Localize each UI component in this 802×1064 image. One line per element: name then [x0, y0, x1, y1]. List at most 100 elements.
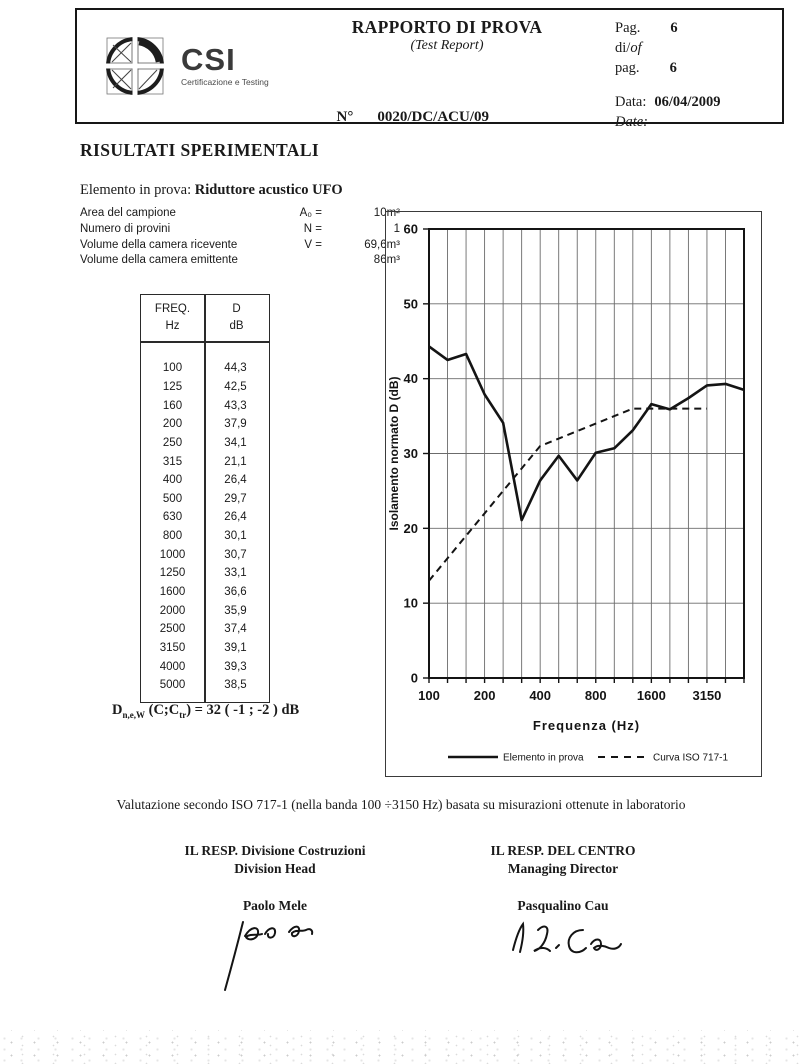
d-cell: 35,9: [224, 604, 247, 617]
freq-cell: 1000: [159, 548, 186, 561]
freq-cell: 5000: [159, 679, 186, 692]
freq-cell: 160: [162, 399, 183, 412]
table-row: 3150 39,1: [141, 639, 269, 658]
date-value: 06/04/2009: [654, 94, 721, 110]
freq-cell: 400: [162, 474, 183, 487]
x-tick-label: 100: [418, 688, 440, 703]
logo-wordmark: CSI: [181, 42, 236, 77]
d-cell: 42,5: [224, 380, 247, 393]
of-label-prefix: di/: [615, 40, 631, 56]
y-axis-title: Isolamento normato D (dB): [387, 376, 401, 530]
series-solid: [428, 345, 745, 522]
x-tick-label: 1600: [637, 688, 666, 703]
signature-role-it: IL RESP. DEL CENTRO: [490, 843, 636, 858]
freq-cell: 630: [162, 511, 183, 524]
d-cell: 44,3: [224, 362, 247, 375]
frequency-table: FREQ. Hz D dB 100 44,3 125 42,5 160 43,3 200 37…: [140, 294, 270, 703]
formula-mid: (C;C: [144, 702, 180, 718]
d-cell: 37,9: [224, 418, 247, 431]
d-cell: 37,4: [224, 623, 247, 636]
parameter-value: 69,6m³: [364, 238, 400, 251]
d-cell: 39,3: [224, 660, 247, 673]
y-tick-label: 60: [404, 222, 418, 237]
parameter-symbol: N =: [303, 222, 322, 235]
specimen-line: Elemento in prova: Riduttore acustico UF…: [80, 182, 343, 199]
csi-logo-icon: [103, 34, 167, 98]
section-title: RISULTATI SPERIMENTALI: [80, 140, 320, 160]
rating-formula: Dn,e,W (C;Ctr) = 32 ( -1 ; -2 ) dB: [112, 702, 299, 720]
parameter-value: 1: [393, 222, 400, 235]
page-info: Pag. 6 di/of pag. 6 Data: 06/04/2009 Date:: [615, 18, 720, 132]
d-cell: 33,1: [224, 567, 247, 580]
date-label-en: Date:: [615, 114, 649, 130]
table-row: 400 26,4: [141, 471, 269, 490]
table-column-divider: [204, 295, 206, 702]
d-cell: 26,4: [224, 474, 247, 487]
d-cell: 39,1: [224, 641, 247, 654]
table-header-d: D: [232, 303, 241, 315]
table-row: 100 44,3: [141, 359, 269, 378]
legend-label-solid: Elemento in prova: [503, 753, 584, 764]
formula-base-sub: n,e,W: [122, 709, 145, 720]
table-row: 1250 33,1: [141, 564, 269, 583]
parameter-label: Volume della camera ricevente: [80, 238, 238, 251]
freq-cell: 200: [162, 418, 183, 431]
table-row: 160 43,3: [141, 396, 269, 415]
table-row: 2500 37,4: [141, 620, 269, 639]
d-cell: 26,4: [224, 511, 247, 524]
date-label: Data:: [615, 94, 647, 110]
freq-cell: 2000: [159, 604, 186, 617]
report-subtitle: (Test Report): [410, 38, 484, 53]
isolation-chart-svg: 0 10 20 30 40 50 60 100 200 400 800 1600 3150 Frequen…: [387, 222, 745, 764]
freq-cell: 1250: [159, 567, 186, 580]
report-title: RAPPORTO DI PROVA: [351, 17, 543, 37]
total-pages: 6: [669, 60, 677, 76]
of-page-label: pag.: [615, 60, 640, 76]
parameter-row: Volume della camera emittente 86m³: [80, 253, 400, 269]
parameter-row: Volume della camera ricevente V = 69,6m³: [80, 238, 400, 254]
y-tick-label: 20: [404, 521, 418, 536]
parameter-label: Volume della camera emittente: [80, 254, 238, 267]
report-header: CSI Certificazione e Testing RAPPORTO DI…: [75, 8, 784, 130]
parameter-label: Numero di provini: [80, 222, 171, 235]
freq-cell: 800: [162, 530, 183, 543]
scan-noise: [0, 1030, 802, 1064]
signatory-name: Pasqualino Cau: [517, 898, 609, 913]
x-tick-label: 3150: [692, 688, 721, 703]
d-cell: 43,3: [224, 399, 247, 412]
series-dashed: [428, 407, 707, 582]
d-cell: 21,1: [224, 455, 247, 468]
table-row: 125 42,5: [141, 378, 269, 397]
specimen-value: Riduttore acustico UFO: [194, 182, 343, 198]
freq-cell: 4000: [159, 660, 186, 673]
signature-role-it: IL RESP. Divisione Costruzioni: [184, 843, 366, 858]
sample-parameters: Area del campione A₀ = 10m² Numero di provi…: [80, 206, 400, 269]
report-number: 0020/DC/ACU/09: [377, 109, 490, 125]
signatory-name: Paolo Mele: [242, 898, 308, 913]
x-tick-label: 400: [529, 688, 551, 703]
page-number: 6: [670, 20, 678, 36]
d-cell: 34,1: [224, 436, 247, 449]
x-axis-title: Frequenza (Hz): [533, 718, 640, 733]
parameter-value: 86m³: [373, 254, 400, 267]
table-header-freq-unit: Hz: [165, 320, 180, 332]
signature-scribble-paolo-mele: [224, 921, 314, 991]
x-tick-label: 800: [585, 688, 607, 703]
parameter-symbol: V =: [304, 238, 322, 251]
table-header-d-unit: dB: [229, 320, 244, 332]
specimen-label: Elemento in prova:: [80, 182, 195, 198]
isolation-chart: 0 10 20 30 40 50 60 100 200 400 800 1600 3150 Frequen…: [385, 211, 762, 777]
table-row: 315 21,1: [141, 452, 269, 471]
freq-cell: 125: [162, 380, 183, 393]
parameter-symbol: [276, 253, 322, 269]
of-label-word: of: [630, 40, 642, 56]
y-tick-label: 40: [404, 371, 418, 386]
legend-label-dashed: Curva ISO 717-1: [653, 753, 728, 764]
x-tick-label: 200: [474, 688, 496, 703]
report-number-row: N° 0020/DC/ACU/09: [314, 92, 490, 143]
freq-cell: 1600: [159, 586, 186, 598]
table-row: 4000 39,3: [141, 657, 269, 676]
parameter-row: Numero di provini N = 1: [80, 222, 400, 238]
formula-base: D: [112, 702, 123, 718]
